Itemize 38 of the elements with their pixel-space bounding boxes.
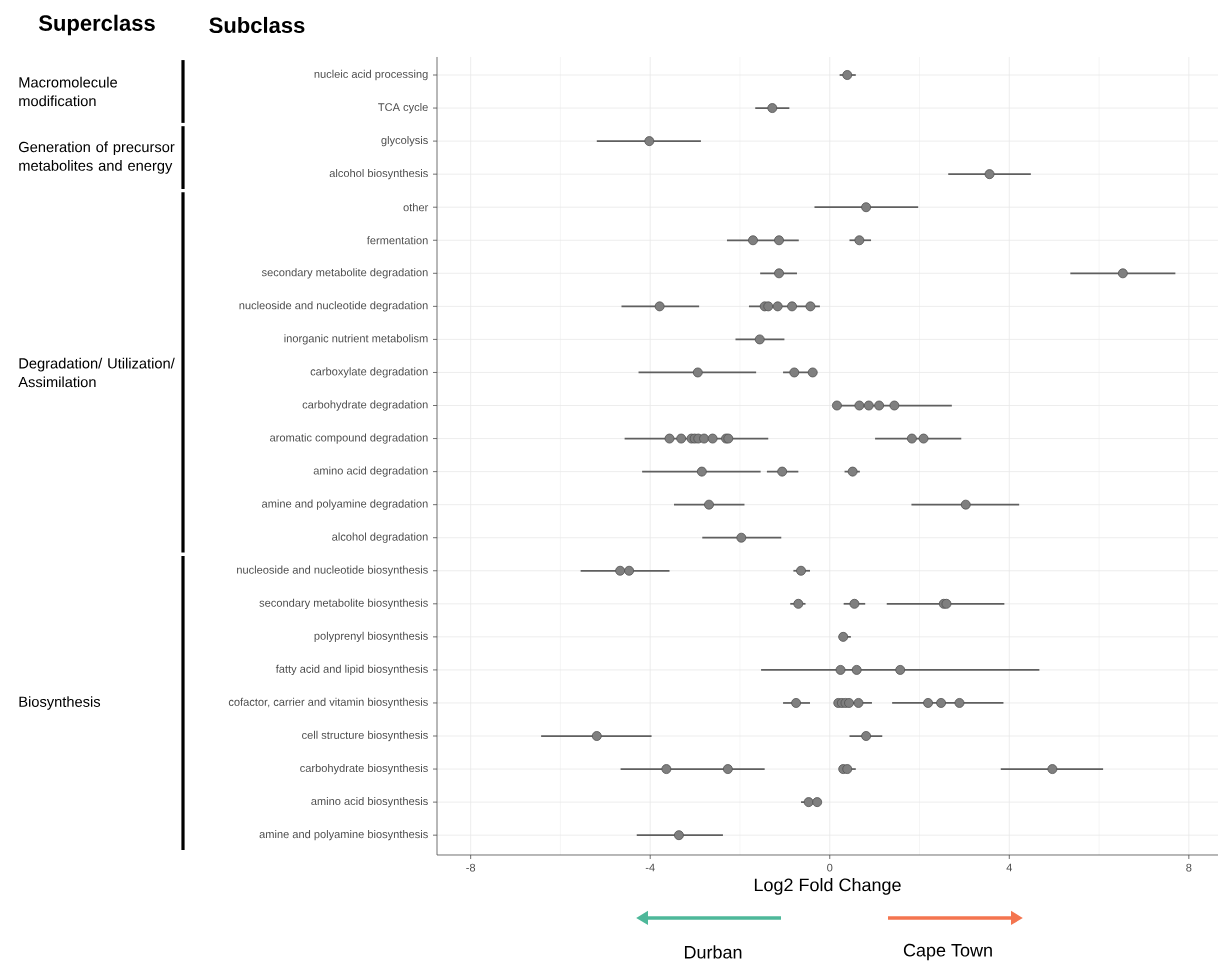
y-tick-label: amino acid biosynthesis: [311, 796, 428, 808]
text: Subclass: [209, 16, 305, 34]
y-tick-label: cell structure biosynthesis: [302, 730, 428, 742]
x-tick-label: 0: [827, 863, 833, 872]
y-tick-label: carbohydrate biosynthesis: [300, 763, 428, 775]
text: Generation of precursor metabolites and energy: [19, 141, 175, 174]
y-tick-label: alcohol degradation: [332, 532, 428, 543]
x-tick-label: 8: [1186, 863, 1192, 872]
y-tick-label: nucleic acid processing: [314, 69, 428, 81]
x-tick-label: 4: [1006, 863, 1013, 872]
x-tick-label: -4: [645, 863, 655, 872]
y-tick-label: glycolysis: [381, 135, 428, 147]
text: Cape Town: [903, 943, 992, 961]
y-tick-label: fermentation: [366, 236, 428, 245]
y-tick-label: amine and polyamine biosynthesis: [259, 830, 428, 841]
y-tick-label: cofactor, carrier and vitamin biosynthesis: [228, 697, 428, 709]
y-tick-label: secondary metabolite biosynthesis: [259, 598, 428, 609]
y-tick-label: amino acid degradation: [313, 466, 428, 477]
y-tick-label: nucleoside and nucleotide degradation: [239, 301, 428, 312]
y-tick-label: alcohol biosynthesis: [329, 169, 428, 180]
y-tick-label: inorganic nutrient metabolism: [284, 334, 428, 345]
text: Macromolecule modification: [19, 76, 118, 107]
x-tick-label: -8: [466, 863, 476, 872]
text: Durban: [684, 945, 742, 959]
y-tick-label: aromatic compound degradation: [270, 433, 428, 444]
y-tick-label: amine and polyamine degradation: [262, 499, 428, 510]
text: Superclass: [38, 14, 155, 36]
y-tick-label: nucleoside and nucleotide biosynthesis: [237, 565, 428, 576]
text: Degradation/ Utilization/ Assimilation: [18, 357, 175, 388]
y-tick-label: fatty acid and lipid biosynthesis: [275, 664, 428, 676]
y-tick-label: secondary metabolite degradation: [261, 268, 428, 279]
text: Biosynthesis: [19, 696, 101, 710]
y-tick-label: other: [403, 203, 429, 212]
y-tick-label: TCA cycle: [378, 102, 428, 114]
y-tick-label: carboxylate degradation: [310, 367, 428, 378]
y-tick-label: polyprenyl biosynthesis: [314, 631, 428, 643]
y-tick-label: carbohydrate degradation: [302, 400, 428, 411]
x-axis-title: Log2 Fold Change: [754, 878, 901, 895]
